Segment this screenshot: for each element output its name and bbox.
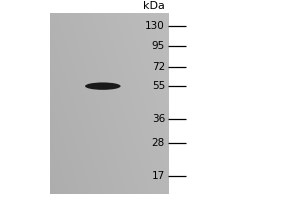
Text: 72: 72 bbox=[152, 62, 165, 72]
Text: 28: 28 bbox=[152, 138, 165, 148]
Text: kDa: kDa bbox=[143, 1, 165, 11]
Text: 130: 130 bbox=[145, 21, 165, 31]
Text: 95: 95 bbox=[152, 41, 165, 51]
Text: 17: 17 bbox=[152, 171, 165, 181]
Text: 55: 55 bbox=[152, 81, 165, 91]
Text: 36: 36 bbox=[152, 114, 165, 124]
Ellipse shape bbox=[85, 82, 121, 90]
